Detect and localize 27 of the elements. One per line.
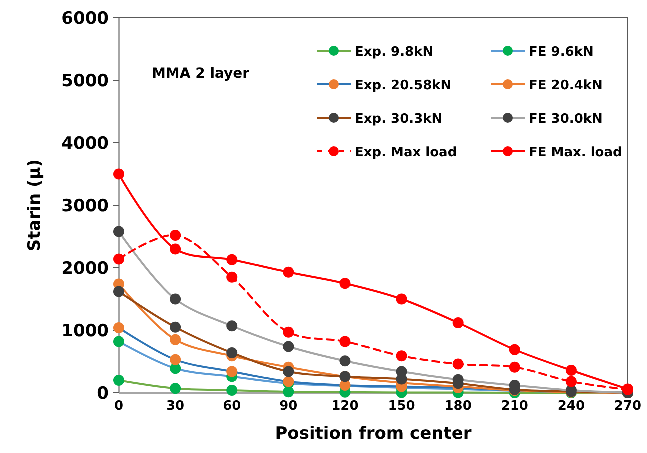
legend-label: FE Max. load: [529, 146, 622, 160]
x-tick-label: 240: [558, 399, 586, 414]
x-tick-label: 120: [332, 399, 359, 414]
x-tick-label: 180: [444, 399, 472, 414]
legend-label: FE 30.0kN: [529, 112, 603, 127]
y-tick-label: 6000: [62, 8, 110, 29]
x-axis-title: Position from center: [275, 424, 472, 444]
x-tick-label: 150: [388, 399, 416, 414]
y-tick-label: 2000: [62, 258, 110, 279]
x-tick-label: 0: [114, 399, 124, 414]
legend-label: Exp. 30.3kN: [355, 112, 443, 127]
y-axis-title: Starin (μ): [25, 159, 45, 252]
y-tick-label: 5000: [62, 71, 110, 92]
x-tick-label: 210: [501, 399, 528, 414]
legend-label: FE 20.4kN: [529, 78, 603, 94]
legend-label: FE 9.6kN: [529, 45, 594, 60]
annotation: MMA 2 layer: [152, 66, 250, 82]
legend-label: Exp. 20.58kN: [355, 78, 452, 94]
legend-label: Exp. 9.8kN: [355, 45, 434, 60]
x-tick-label: 30: [166, 399, 185, 414]
legend-label: Exp. Max load: [355, 146, 458, 160]
y-tick-label: 3000: [62, 196, 110, 216]
y-tick-label: 4000: [62, 134, 110, 154]
y-tick-label: 1000: [62, 321, 110, 342]
x-tick-label: 60: [223, 399, 242, 414]
x-tick-label: 90: [280, 399, 298, 414]
x-tick-label: 270: [614, 399, 642, 414]
